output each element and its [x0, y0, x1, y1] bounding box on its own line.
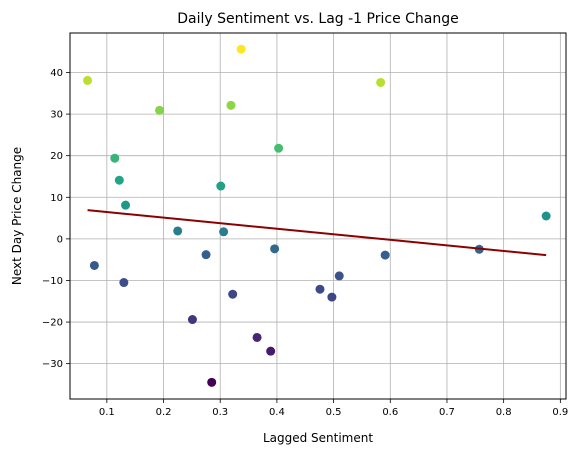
x-tick-label: 0.7 — [439, 407, 455, 418]
scatter-point — [315, 284, 325, 294]
y-tick-label: −10 — [42, 276, 63, 287]
y-tick-label: 40 — [50, 68, 63, 79]
y-axis-ticks: −30 −20 −10 0 10 20 30 40 — [42, 68, 70, 370]
x-tick-label: 0.8 — [496, 407, 512, 418]
y-tick-label: 0 — [57, 234, 63, 245]
scatter-point — [541, 211, 551, 221]
scatter-point — [207, 377, 217, 387]
scatter-point — [270, 244, 280, 254]
x-axis-label: Lagged Sentiment — [263, 431, 373, 445]
plot-frame — [69, 32, 567, 400]
scatter-point — [228, 289, 238, 299]
scatter-point — [236, 44, 246, 54]
x-tick-label: 0.6 — [382, 407, 398, 418]
y-tick-label: 10 — [50, 193, 63, 204]
scatter-point — [119, 278, 129, 288]
x-tick-label: 0.4 — [269, 407, 285, 418]
scatter-point — [89, 260, 99, 270]
grid-lines — [70, 33, 566, 399]
x-axis-ticks: 0.1 0.2 0.3 0.4 0.5 0.6 0.7 0.8 0.9 — [99, 399, 568, 418]
scatter-point — [110, 153, 120, 163]
scatter-point — [252, 332, 262, 342]
scatter-point — [201, 250, 211, 260]
scatter-point — [187, 315, 197, 325]
scatter-point — [114, 175, 124, 185]
scatter-point — [83, 75, 93, 85]
y-tick-label: −30 — [42, 359, 63, 370]
x-tick-label: 0.1 — [99, 407, 115, 418]
trend-line-group — [87, 209, 547, 257]
trend-line — [87, 209, 547, 257]
scatter-point — [376, 77, 386, 87]
scatter-point — [380, 250, 390, 260]
scatter-point — [155, 105, 165, 115]
scatter-point — [121, 200, 131, 210]
y-tick-label: 20 — [50, 151, 63, 162]
scatter-point — [219, 227, 229, 237]
x-tick-label: 0.5 — [326, 407, 342, 418]
x-tick-label: 0.3 — [212, 407, 228, 418]
scatter-point — [216, 181, 226, 191]
scatter-point — [274, 143, 284, 153]
chart-title: Daily Sentiment vs. Lag -1 Price Change — [177, 11, 459, 27]
scatter-point — [327, 292, 337, 302]
scatter-point — [266, 346, 276, 356]
x-tick-label: 0.2 — [156, 407, 172, 418]
data-points — [83, 44, 551, 387]
y-tick-label: 30 — [50, 110, 63, 121]
scatter-point — [226, 100, 236, 110]
scatter-point — [173, 226, 183, 236]
scatter-point — [334, 271, 344, 281]
x-tick-label: 0.9 — [552, 407, 568, 418]
y-tick-label: −20 — [42, 318, 63, 329]
y-axis-label: Next Day Price Change — [10, 147, 24, 285]
